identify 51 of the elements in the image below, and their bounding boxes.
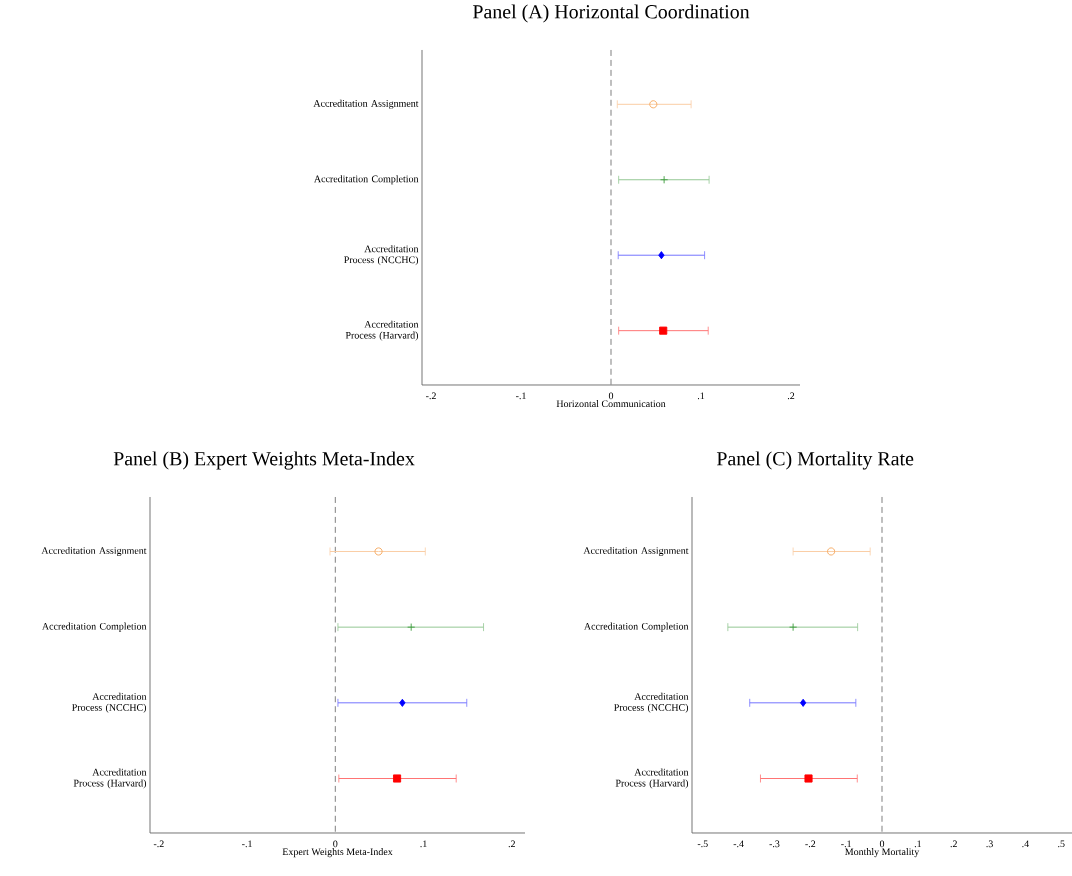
point (800, 698, 807, 707)
x-tick-label: -.2 (425, 392, 436, 400)
x-tick-label: 0 (333, 840, 338, 848)
y-tick-label: Accreditation Process (Harvard) (345, 320, 419, 341)
x-tick-label: -.5 (697, 840, 708, 848)
x-tick-label: -.4 (733, 840, 744, 848)
y-tick-label: Accreditation Assignment (313, 99, 419, 109)
x-tick-label: .4 (1022, 840, 1029, 848)
x-tick-label: -.2 (805, 840, 816, 848)
point (374, 547, 383, 556)
x-axis-title: Monthly Mortality (845, 848, 920, 858)
x-tick-label: .2 (950, 840, 957, 848)
point (399, 698, 406, 707)
point (804, 774, 813, 783)
point (789, 623, 798, 632)
y-tick-label: Accreditation Completion (42, 622, 147, 632)
chart-title: Panel (A) Horizontal Coordination (472, 4, 750, 23)
y-tick-label: Accreditation Completion (584, 622, 689, 632)
chart-title: Panel (B) Expert Weights Meta-Index (113, 451, 415, 470)
x-tick-label: .1 (914, 840, 922, 848)
point (659, 326, 668, 335)
y-tick-label: Accreditation Completion (314, 175, 419, 185)
chart-title: Panel (C) Mortality Rate (716, 451, 914, 470)
point (407, 623, 416, 632)
point (827, 547, 836, 556)
x-tick-label: -.1 (242, 840, 252, 848)
y-tick-label: Accreditation Process (Harvard) (615, 768, 689, 789)
y-tick-label: Accreditation Assignment (41, 546, 147, 557)
y-tick-label: Accreditation Process (Harvard) (73, 768, 147, 789)
point (658, 251, 665, 260)
y-tick-label: Accreditation Process (NCCHC) (614, 692, 689, 713)
y-tick-label: Accreditation Process (NCCHC) (344, 245, 419, 266)
x-tick-label: .2 (508, 840, 515, 848)
x-tick-label: .3 (986, 840, 993, 848)
x-tick-label: 0 (879, 840, 885, 848)
x-tick-label: .1 (697, 392, 705, 400)
point (660, 175, 669, 184)
y-tick-label: Accreditation Process (NCCHC) (72, 692, 147, 713)
x-axis-title: Horizontal Communication (556, 400, 666, 408)
x-tick-label: -.1 (841, 840, 851, 848)
point (649, 100, 658, 109)
point (393, 774, 402, 783)
x-tick-label: -.1 (515, 392, 526, 400)
x-tick-label: -.3 (769, 840, 780, 848)
x-tick-label: .2 (787, 392, 795, 400)
x-tick-label: 0 (608, 392, 614, 400)
x-tick-label: .5 (1058, 840, 1065, 848)
x-tick-label: .1 (420, 840, 427, 848)
x-tick-label: -.2 (153, 840, 164, 848)
y-tick-label: Accreditation Assignment (583, 546, 689, 557)
x-axis-title: Expert Weights Meta-Index (282, 848, 393, 858)
